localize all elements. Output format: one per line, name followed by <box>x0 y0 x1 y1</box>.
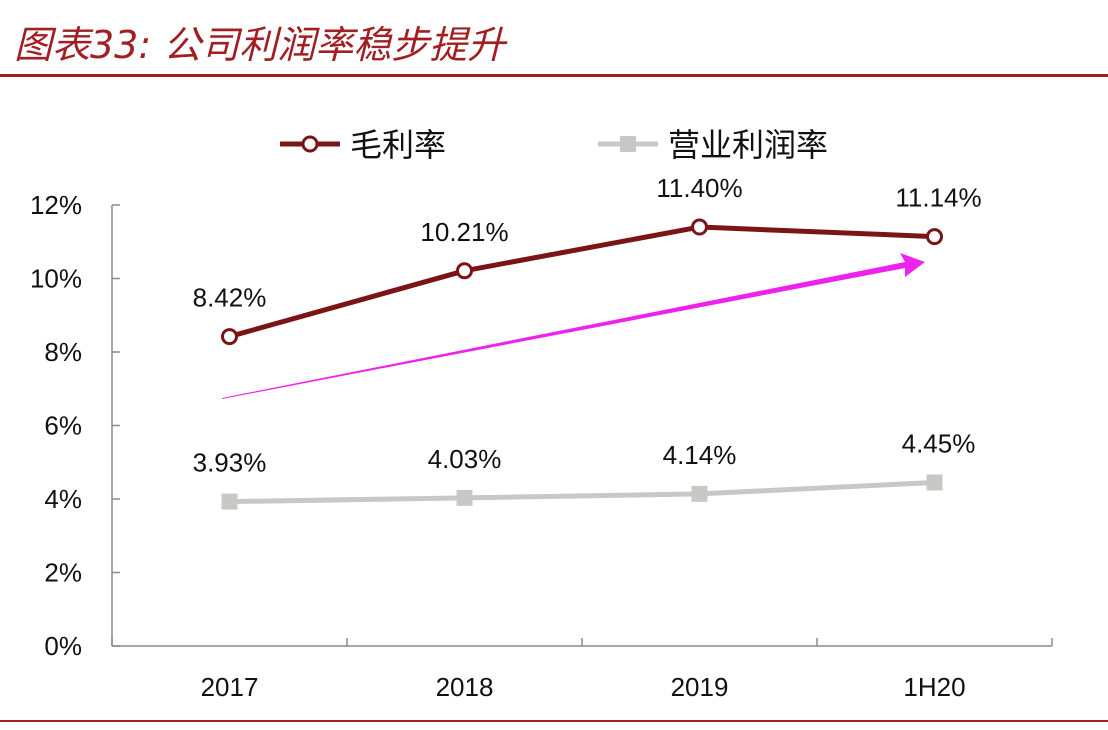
x-tick-label: 1H20 <box>903 672 965 702</box>
legend-label-gross-margin: 毛利率 <box>350 126 446 164</box>
gross-margin-data-label: 8.42% <box>193 283 267 313</box>
operating-margin-point <box>221 493 238 510</box>
x-tick-label: 2019 <box>671 672 729 702</box>
gross-margin-point <box>926 228 943 246</box>
operating-margin-data-label: 4.14% <box>663 440 737 470</box>
operating-margin-point <box>456 489 473 506</box>
operating-margin-data-label: 4.45% <box>902 428 976 458</box>
operating-margin-data-label: 4.03% <box>428 444 502 474</box>
y-tick-label: 8% <box>44 337 82 367</box>
y-tick-label: 0% <box>44 631 82 661</box>
y-tick-label: 10% <box>30 264 82 294</box>
legend-label-operating-margin: 营业利润率 <box>668 126 828 164</box>
gross-margin-data-label: 11.40% <box>656 173 742 203</box>
x-tick-label: 2018 <box>436 672 494 702</box>
gross-margin-line <box>228 224 935 339</box>
gross-margin-data-label: 11.14% <box>895 183 981 213</box>
gross-margin-point <box>456 262 473 280</box>
gross-margin-point <box>691 218 708 236</box>
trend-arrow <box>222 253 925 399</box>
y-tick-label: 4% <box>44 484 82 514</box>
y-tick-label: 2% <box>44 558 82 588</box>
operating-margin-line <box>229 479 935 505</box>
gross-margin-point <box>221 328 238 346</box>
figure-title: 图表33: 公司利润率稳步提升 <box>14 23 506 67</box>
operating-margin-data-label: 3.93% <box>193 448 267 478</box>
y-tick-label: 6% <box>44 411 82 441</box>
x-tick-label: 2017 <box>201 672 259 702</box>
y-tick-label: 12% <box>30 190 82 220</box>
operating-margin-point <box>691 485 708 502</box>
title-rule <box>0 74 1108 77</box>
legend-marker-operating-margin <box>620 136 636 152</box>
gross-margin-data-label: 10.21% <box>420 217 508 247</box>
legend-marker-gross-margin <box>301 135 319 153</box>
bottom-rule <box>0 720 1108 722</box>
operating-margin-point <box>926 474 943 491</box>
